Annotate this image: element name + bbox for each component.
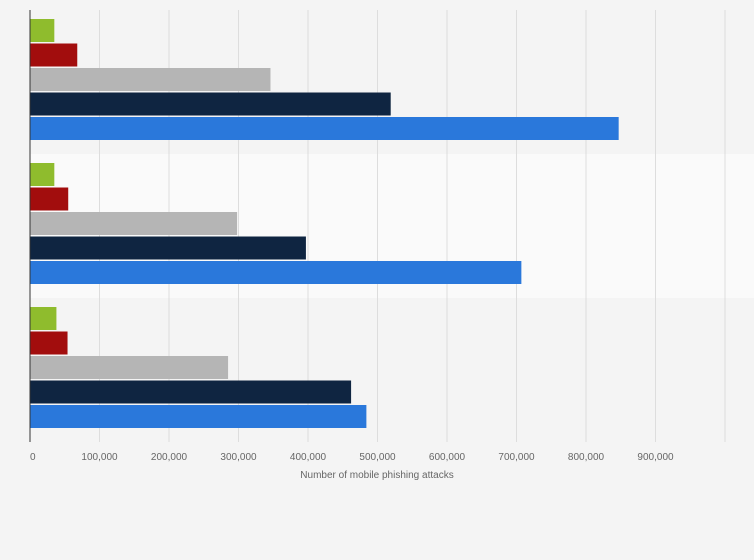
x-tick-label: 800,000: [568, 452, 605, 463]
x-tick-label: 700,000: [498, 452, 535, 463]
bar[interactable]: [30, 356, 229, 379]
x-tick-label: 0: [30, 452, 36, 463]
bar[interactable]: [30, 405, 367, 428]
x-tick-label: 900,000: [637, 452, 674, 463]
bar[interactable]: [30, 163, 55, 186]
x-tick-label: 400,000: [290, 452, 327, 463]
bar[interactable]: [30, 117, 619, 140]
bar[interactable]: [30, 212, 238, 235]
x-tick-label: 200,000: [151, 452, 188, 463]
bar[interactable]: [30, 19, 55, 42]
bar[interactable]: [30, 68, 271, 91]
bar[interactable]: [30, 92, 391, 116]
bars: [30, 19, 619, 428]
x-tick-label: 300,000: [220, 452, 257, 463]
bar[interactable]: [30, 380, 352, 404]
bar[interactable]: [30, 331, 68, 355]
x-tick-label: 600,000: [429, 452, 466, 463]
bar[interactable]: [30, 187, 69, 211]
bar[interactable]: [30, 43, 78, 67]
bar[interactable]: [30, 307, 57, 330]
bar[interactable]: [30, 261, 522, 284]
x-tick-label: 500,000: [359, 452, 396, 463]
bar[interactable]: [30, 236, 306, 260]
x-tick-label: 100,000: [81, 452, 118, 463]
x-axis-title: Number of mobile phishing attacks: [300, 470, 453, 481]
x-tick-labels: 0 100,000 200,000 300,000 400,000 500,000 600,…: [30, 452, 674, 463]
